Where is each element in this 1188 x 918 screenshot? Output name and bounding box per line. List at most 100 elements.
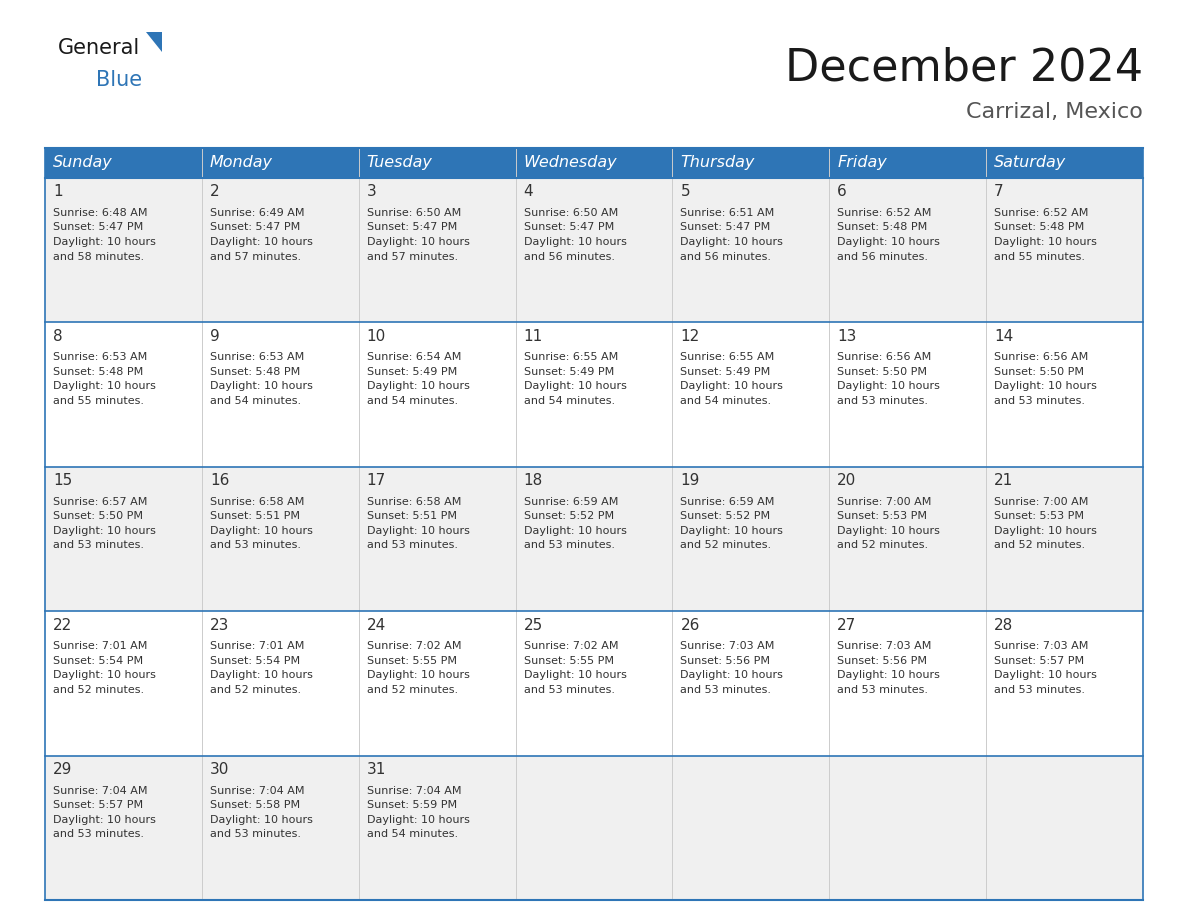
- Text: Daylight: 10 hours: Daylight: 10 hours: [367, 237, 469, 247]
- Text: Sunrise: 6:48 AM: Sunrise: 6:48 AM: [53, 208, 147, 218]
- Text: Sunrise: 6:55 AM: Sunrise: 6:55 AM: [524, 353, 618, 363]
- Text: Sunset: 5:51 PM: Sunset: 5:51 PM: [367, 511, 456, 521]
- Text: 13: 13: [838, 329, 857, 344]
- Text: and 53 minutes.: and 53 minutes.: [53, 829, 144, 839]
- Text: Sunset: 5:54 PM: Sunset: 5:54 PM: [210, 655, 301, 666]
- Text: Daylight: 10 hours: Daylight: 10 hours: [838, 381, 940, 391]
- Bar: [829, 756, 986, 900]
- Bar: [45, 178, 202, 322]
- Text: Sunrise: 6:58 AM: Sunrise: 6:58 AM: [210, 497, 304, 507]
- Text: 7: 7: [994, 185, 1004, 199]
- Text: Sunset: 5:58 PM: Sunset: 5:58 PM: [210, 800, 301, 810]
- Text: 31: 31: [367, 762, 386, 778]
- Text: Sunset: 5:50 PM: Sunset: 5:50 PM: [994, 367, 1085, 377]
- Bar: [829, 322, 986, 466]
- Text: and 53 minutes.: and 53 minutes.: [681, 685, 771, 695]
- Text: and 57 minutes.: and 57 minutes.: [367, 252, 457, 262]
- Text: and 55 minutes.: and 55 minutes.: [994, 252, 1085, 262]
- Text: Sunrise: 7:00 AM: Sunrise: 7:00 AM: [994, 497, 1088, 507]
- Text: Carrizal, Mexico: Carrizal, Mexico: [966, 102, 1143, 122]
- Text: General: General: [58, 38, 140, 58]
- Text: 3: 3: [367, 185, 377, 199]
- Text: Daylight: 10 hours: Daylight: 10 hours: [524, 526, 626, 536]
- Text: 24: 24: [367, 618, 386, 633]
- Text: 23: 23: [210, 618, 229, 633]
- Text: Sunset: 5:54 PM: Sunset: 5:54 PM: [53, 655, 143, 666]
- Text: Sunset: 5:49 PM: Sunset: 5:49 PM: [524, 367, 614, 377]
- Text: Sunrise: 7:02 AM: Sunrise: 7:02 AM: [367, 641, 461, 651]
- Text: Sunday: Sunday: [53, 155, 113, 171]
- Bar: [359, 756, 516, 900]
- Text: Daylight: 10 hours: Daylight: 10 hours: [367, 526, 469, 536]
- Bar: [45, 148, 1143, 178]
- Text: Sunrise: 7:03 AM: Sunrise: 7:03 AM: [838, 641, 931, 651]
- Text: Daylight: 10 hours: Daylight: 10 hours: [53, 670, 156, 680]
- Bar: [672, 756, 829, 900]
- Text: Daylight: 10 hours: Daylight: 10 hours: [53, 237, 156, 247]
- Text: 1: 1: [53, 185, 63, 199]
- Bar: [516, 322, 672, 466]
- Text: Tuesday: Tuesday: [367, 155, 432, 171]
- Text: 4: 4: [524, 185, 533, 199]
- Bar: [516, 466, 672, 611]
- Text: and 52 minutes.: and 52 minutes.: [838, 541, 928, 550]
- Text: Daylight: 10 hours: Daylight: 10 hours: [524, 670, 626, 680]
- Text: 22: 22: [53, 618, 72, 633]
- Text: Daylight: 10 hours: Daylight: 10 hours: [53, 814, 156, 824]
- Text: 29: 29: [53, 762, 72, 778]
- Text: Sunset: 5:51 PM: Sunset: 5:51 PM: [210, 511, 299, 521]
- Text: Sunrise: 7:03 AM: Sunrise: 7:03 AM: [681, 641, 775, 651]
- Text: and 55 minutes.: and 55 minutes.: [53, 396, 144, 406]
- Text: Sunset: 5:48 PM: Sunset: 5:48 PM: [210, 367, 301, 377]
- Text: Sunset: 5:48 PM: Sunset: 5:48 PM: [994, 222, 1085, 232]
- Text: 28: 28: [994, 618, 1013, 633]
- Text: Daylight: 10 hours: Daylight: 10 hours: [367, 814, 469, 824]
- Text: Sunset: 5:49 PM: Sunset: 5:49 PM: [681, 367, 771, 377]
- Text: Daylight: 10 hours: Daylight: 10 hours: [53, 381, 156, 391]
- Text: Sunset: 5:59 PM: Sunset: 5:59 PM: [367, 800, 457, 810]
- Bar: [45, 466, 202, 611]
- Text: and 53 minutes.: and 53 minutes.: [210, 541, 301, 550]
- Polygon shape: [146, 32, 162, 52]
- Text: Daylight: 10 hours: Daylight: 10 hours: [210, 670, 312, 680]
- Text: Sunset: 5:50 PM: Sunset: 5:50 PM: [53, 511, 143, 521]
- Text: 11: 11: [524, 329, 543, 344]
- Text: Daylight: 10 hours: Daylight: 10 hours: [838, 526, 940, 536]
- Bar: [359, 611, 516, 756]
- Text: and 52 minutes.: and 52 minutes.: [367, 685, 457, 695]
- Text: Sunset: 5:47 PM: Sunset: 5:47 PM: [524, 222, 614, 232]
- Text: Saturday: Saturday: [994, 155, 1067, 171]
- Text: Thursday: Thursday: [681, 155, 754, 171]
- Text: Daylight: 10 hours: Daylight: 10 hours: [681, 526, 783, 536]
- Text: and 53 minutes.: and 53 minutes.: [524, 541, 614, 550]
- Bar: [202, 322, 359, 466]
- Bar: [516, 756, 672, 900]
- Text: and 53 minutes.: and 53 minutes.: [210, 829, 301, 839]
- Bar: [202, 178, 359, 322]
- Text: Sunrise: 7:02 AM: Sunrise: 7:02 AM: [524, 641, 618, 651]
- Bar: [829, 611, 986, 756]
- Text: Sunset: 5:56 PM: Sunset: 5:56 PM: [681, 655, 771, 666]
- Text: 16: 16: [210, 474, 229, 488]
- Bar: [986, 322, 1143, 466]
- Text: Sunset: 5:47 PM: Sunset: 5:47 PM: [53, 222, 144, 232]
- Text: Sunrise: 6:50 AM: Sunrise: 6:50 AM: [367, 208, 461, 218]
- Text: 17: 17: [367, 474, 386, 488]
- Text: Daylight: 10 hours: Daylight: 10 hours: [681, 237, 783, 247]
- Text: and 54 minutes.: and 54 minutes.: [210, 396, 301, 406]
- Text: Sunrise: 7:04 AM: Sunrise: 7:04 AM: [367, 786, 461, 796]
- Text: Daylight: 10 hours: Daylight: 10 hours: [838, 670, 940, 680]
- Text: Sunset: 5:52 PM: Sunset: 5:52 PM: [524, 511, 614, 521]
- Text: 26: 26: [681, 618, 700, 633]
- Text: Daylight: 10 hours: Daylight: 10 hours: [838, 237, 940, 247]
- Text: Sunset: 5:47 PM: Sunset: 5:47 PM: [210, 222, 301, 232]
- Text: Sunrise: 7:01 AM: Sunrise: 7:01 AM: [210, 641, 304, 651]
- Text: and 57 minutes.: and 57 minutes.: [210, 252, 301, 262]
- Text: Sunrise: 6:56 AM: Sunrise: 6:56 AM: [994, 353, 1088, 363]
- Bar: [672, 178, 829, 322]
- Text: 20: 20: [838, 474, 857, 488]
- Text: and 52 minutes.: and 52 minutes.: [994, 541, 1086, 550]
- Text: and 52 minutes.: and 52 minutes.: [681, 541, 771, 550]
- Text: December 2024: December 2024: [785, 47, 1143, 89]
- Text: Daylight: 10 hours: Daylight: 10 hours: [994, 670, 1097, 680]
